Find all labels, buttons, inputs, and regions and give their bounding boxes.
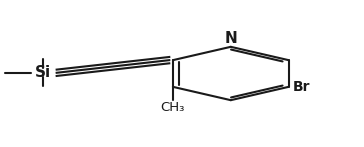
Text: N: N <box>224 31 237 46</box>
Text: CH₃: CH₃ <box>161 101 185 113</box>
Text: Br: Br <box>293 80 310 94</box>
Text: Si: Si <box>35 65 51 80</box>
